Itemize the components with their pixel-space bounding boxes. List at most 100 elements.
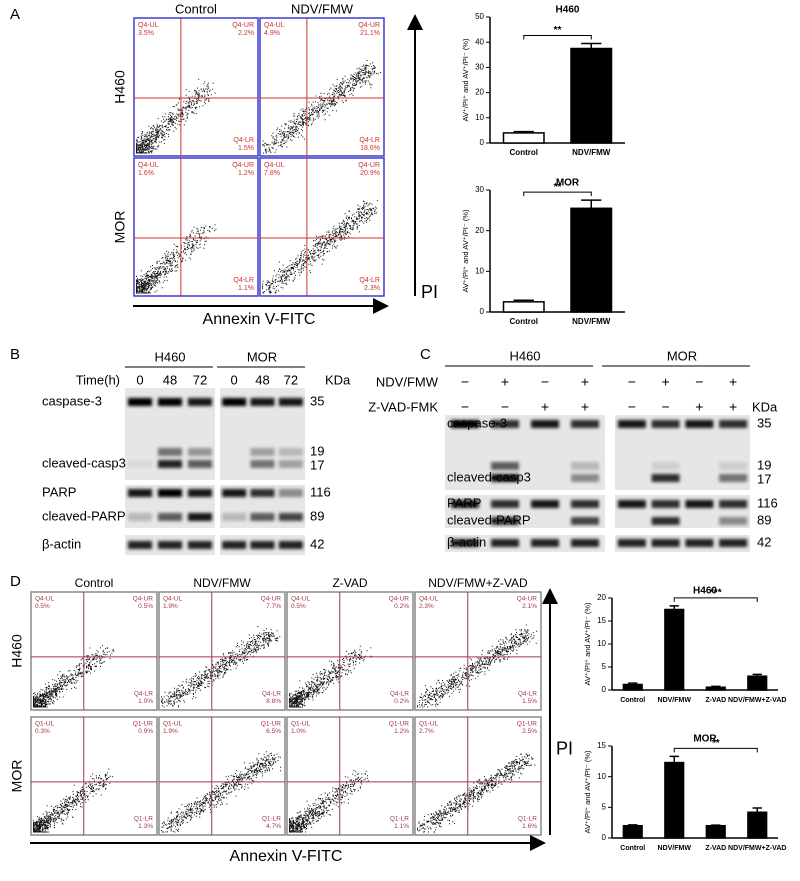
quadrant-name: Q1-LR (262, 816, 281, 823)
bar (502, 301, 545, 313)
event-dots (289, 770, 369, 833)
column-title: NDV/FMW (291, 1, 354, 16)
mw-marker: 19 (757, 457, 771, 472)
mw-marker: 42 (310, 536, 324, 551)
blot-band (158, 541, 182, 549)
blot-band (188, 448, 212, 456)
blot-band (571, 420, 599, 428)
treatment-sign: + (501, 374, 509, 390)
quadrant-name: Q4-UL (264, 22, 285, 29)
quadrant-name: Q4-LR (233, 137, 254, 144)
band-label: β-actin (447, 534, 486, 549)
quadrant-percent: 7.8% (264, 170, 280, 177)
treatment-sign: − (628, 374, 636, 390)
unit-label: KDa (325, 372, 351, 387)
mw-marker: 17 (757, 471, 771, 486)
panel-letter: C (420, 346, 431, 363)
y-tick-label: 10 (597, 772, 606, 781)
quadrant-percent: 0.2% (394, 698, 409, 705)
y-axis-label: PI (421, 282, 438, 302)
y-tick-label: 0 (602, 685, 607, 694)
bar (664, 761, 685, 839)
quadrant-percent: 1.6% (522, 823, 537, 830)
chart-title: H460 (556, 5, 580, 16)
y-axis-label: AV⁺/PI⁺ and AV⁺/PI⁻ (%) (461, 209, 470, 293)
panel-letter: B (10, 346, 20, 363)
quadrant-name: Q4-UR (232, 162, 254, 169)
mw-marker: 35 (310, 393, 324, 408)
chart-title: MOR (693, 734, 717, 745)
event-dots (417, 753, 536, 833)
quadrant-percent: 1.6% (138, 170, 154, 177)
blot-band (158, 513, 182, 521)
blot-band (278, 398, 303, 406)
treatment-sign: − (541, 374, 549, 390)
quadrant-percent: 0.2% (394, 603, 409, 610)
bar (705, 824, 726, 839)
quadrant-percent: 0.9% (138, 728, 153, 735)
quadrant-name: Q4-UL (291, 596, 311, 603)
blot-band (222, 541, 247, 549)
blot-band (188, 489, 212, 497)
y-tick-label: 15 (597, 616, 606, 625)
row-label: H460 (112, 70, 128, 104)
blot-band (491, 539, 519, 547)
blot-band (571, 474, 599, 482)
blot-band (571, 539, 599, 547)
error-bar (581, 42, 602, 49)
quadrant-name: Q4-UL (35, 596, 55, 603)
error-bar (752, 807, 762, 813)
y-tick-label: 10 (475, 113, 484, 122)
blot-band (491, 420, 519, 428)
quadrant-name: Q4-UL (163, 596, 183, 603)
error-bar (581, 199, 602, 209)
band-label: cleaved-PARP (447, 512, 531, 527)
significance-bracket (673, 747, 758, 753)
row-label: MOR (112, 211, 128, 244)
quadrant-percent: 20.9% (360, 170, 380, 177)
treatment-sign: − (662, 399, 670, 415)
error-bar (513, 299, 534, 302)
significance-bracket (673, 597, 758, 602)
error-bar (669, 755, 679, 763)
x-tick-label: NDV/FMW (572, 317, 611, 326)
mw-marker: 116 (310, 484, 331, 499)
y-tick-label: 20 (475, 88, 484, 97)
blot-band (571, 517, 599, 525)
bar (705, 686, 726, 691)
chart-title: MOR (556, 178, 580, 189)
quadrant-percent: 2.5% (522, 728, 537, 735)
blot-band (158, 460, 182, 468)
blot-band (651, 500, 680, 508)
mw-marker: 17 (310, 457, 324, 472)
quadrant-name: Q4-LR (359, 277, 380, 284)
x-tick-label: Control (510, 317, 538, 326)
plot-frame (133, 17, 259, 157)
blot-band (188, 513, 212, 521)
event-dots (262, 60, 381, 154)
blot-band (158, 398, 182, 406)
quadrant-name: Q1-LR (134, 816, 153, 823)
bar (570, 47, 613, 144)
y-axis-label: AV⁺/PI⁺ and AV⁺/PI⁻ (%) (461, 38, 470, 122)
treatment-sign: − (461, 374, 469, 390)
blot-band (617, 500, 646, 508)
blot-band (158, 448, 182, 456)
quadrant-percent: 1.3% (138, 823, 153, 830)
cell-line: MOR (667, 348, 697, 363)
quadrant-percent: 0.5% (138, 603, 153, 610)
error-bar (513, 130, 534, 133)
column-title: Z-VAD (332, 576, 367, 590)
quadrant-name: Q4-UL (264, 162, 285, 169)
y-tick-label: 0 (602, 833, 607, 842)
time-point: 72 (193, 372, 207, 387)
blot-band (651, 539, 680, 547)
treatment-sign: + (541, 399, 549, 415)
time-point: 0 (231, 372, 238, 387)
row-label: MOR (9, 760, 25, 793)
blot-band (128, 513, 152, 521)
blot-band (491, 500, 519, 508)
plot-frame (259, 17, 385, 157)
quadrant-percent: 0.5% (291, 603, 306, 610)
blot-band (451, 500, 479, 508)
